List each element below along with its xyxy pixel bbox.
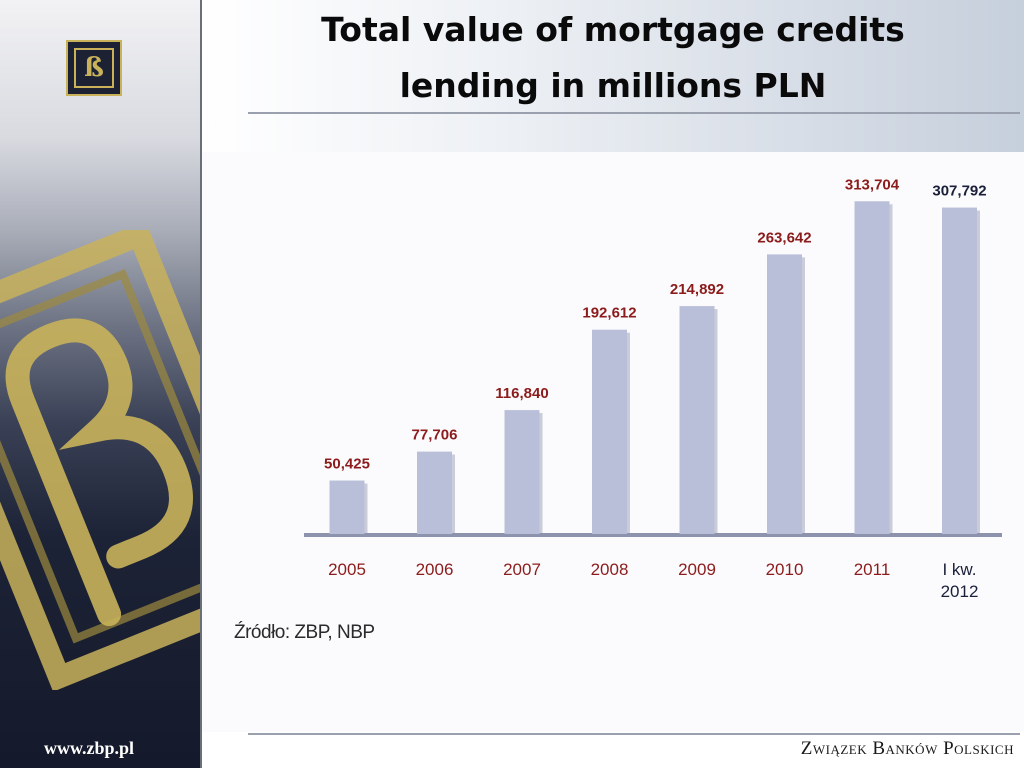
zbp-logo-letter: ß bbox=[74, 48, 114, 88]
chart-panel: 50,425 2005 77,706 2006 116,840 2007 192,612 20… bbox=[202, 152, 1024, 732]
sidebar-divider bbox=[200, 0, 202, 768]
slide-title-line-2: lending in millions PLN bbox=[399, 66, 827, 105]
category-label: 2005 bbox=[328, 560, 366, 579]
data-label: 263,642 bbox=[757, 229, 811, 246]
data-label: 214,892 bbox=[670, 281, 724, 298]
slide-title: Total value of mortgage credits lending … bbox=[202, 2, 1024, 114]
bar-1 bbox=[417, 451, 452, 534]
category-label: 2006 bbox=[416, 560, 454, 579]
category-label: 2010 bbox=[766, 560, 804, 579]
source-note: Źródło: ZBP, NBP bbox=[234, 622, 375, 643]
category-label: 2008 bbox=[591, 560, 629, 579]
category-label: 2011 bbox=[854, 560, 891, 579]
bar-0 bbox=[329, 480, 365, 534]
bar-chart: 50,425 2005 77,706 2006 116,840 2007 192,612 20… bbox=[304, 176, 1002, 601]
header-background bbox=[202, 0, 1024, 152]
category-label: 2012 bbox=[941, 582, 979, 601]
zbp-logo: ß bbox=[66, 40, 122, 96]
bar-4 bbox=[679, 306, 715, 534]
data-label: 50,425 bbox=[324, 456, 370, 473]
category-label: 2007 bbox=[503, 560, 541, 579]
website-link[interactable]: www.zbp.pl bbox=[44, 738, 135, 758]
bar-3 bbox=[592, 329, 627, 534]
data-label: 313,704 bbox=[845, 176, 900, 193]
organization-name: Związek Banków Polskich bbox=[800, 738, 1014, 759]
zbp-emblem-icon bbox=[0, 230, 200, 690]
bar-2 bbox=[504, 410, 540, 534]
data-label: 116,840 bbox=[495, 385, 548, 402]
bar-6 bbox=[854, 201, 890, 534]
category-label: 2009 bbox=[678, 560, 716, 579]
bar-7 bbox=[942, 207, 977, 534]
data-label: 192,612 bbox=[582, 305, 636, 322]
footer-divider bbox=[248, 733, 1020, 735]
data-label: 307,792 bbox=[932, 183, 986, 200]
category-label: I kw. bbox=[942, 560, 976, 579]
sidebar-panel: ß www.zbp.pl bbox=[0, 0, 200, 768]
slide-title-line-1: Total value of mortgage credits bbox=[321, 10, 905, 49]
data-label: 77,706 bbox=[412, 427, 458, 444]
bar-5 bbox=[767, 254, 802, 534]
title-divider bbox=[248, 112, 1020, 114]
